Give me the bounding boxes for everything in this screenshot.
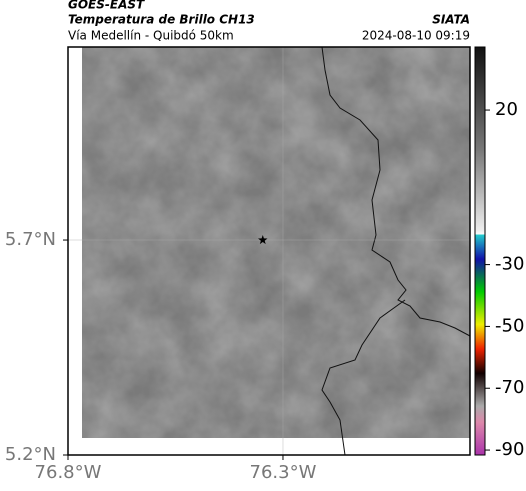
border <box>321 47 470 337</box>
imagery <box>82 47 470 455</box>
y-tick-label: 5.7°N <box>5 229 56 250</box>
title: GOES-EAST <box>68 0 145 12</box>
colorbar-label: -70 <box>495 377 524 398</box>
location: Vía Medellín - Quibdó 50km <box>68 29 234 43</box>
timestamp: 2024-08-10 09:19 <box>362 29 470 43</box>
imagery-texture <box>82 47 470 438</box>
colorbar-label: -90 <box>495 439 524 460</box>
location-marker <box>258 235 268 245</box>
x-tick-label: 76.3°W <box>250 462 317 483</box>
map-frame <box>67 46 471 456</box>
x-tick-label: 76.8°W <box>35 462 102 483</box>
colorbar-label: 20 <box>495 99 518 120</box>
colorbar-label: -50 <box>495 315 524 336</box>
subtitle: Temperatura de Brillo CH13 <box>68 13 255 27</box>
y-tick-label: 5.2°N <box>5 444 56 465</box>
border <box>321 299 406 455</box>
source: SIATA <box>432 13 470 27</box>
colorbar <box>474 46 486 456</box>
colorbar-label: -30 <box>495 254 524 275</box>
